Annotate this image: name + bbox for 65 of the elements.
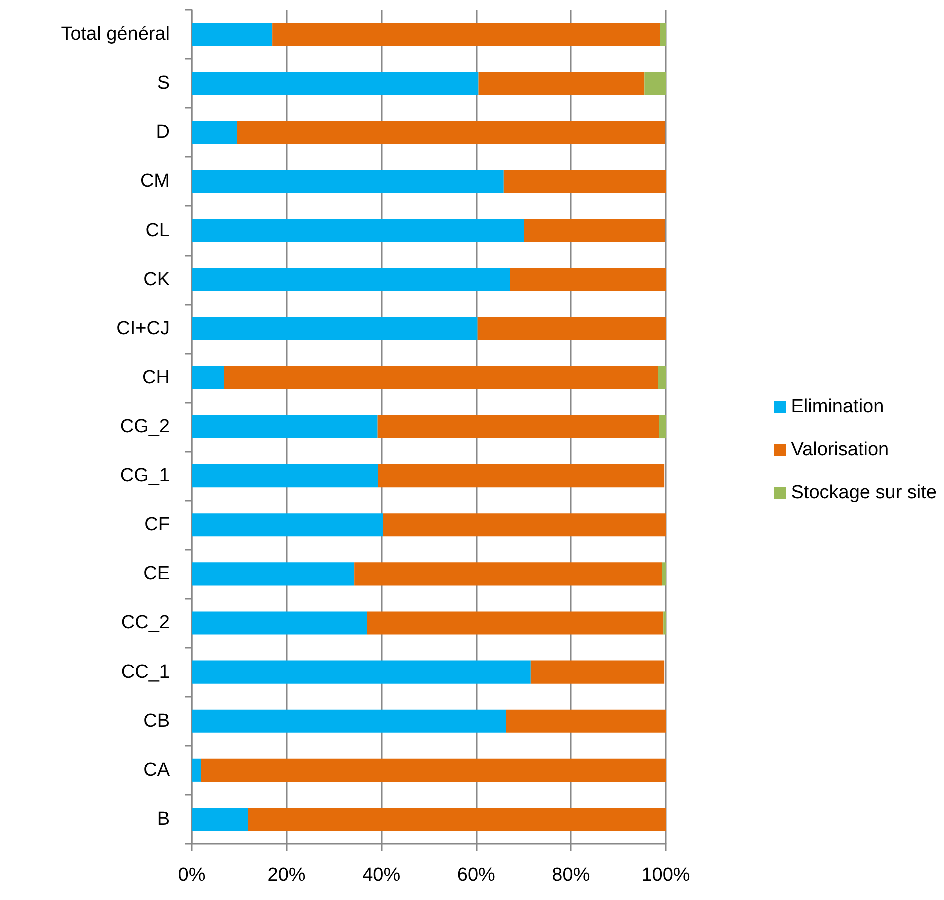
bar (662, 562, 666, 586)
y-tick-label: CI+CJ (116, 318, 170, 340)
bar (504, 170, 666, 194)
bar (192, 808, 248, 831)
bar (378, 415, 660, 439)
bar (660, 23, 666, 46)
bar (510, 268, 666, 292)
bar (658, 366, 666, 390)
bar (192, 170, 504, 194)
bar (383, 514, 666, 537)
bar (192, 562, 355, 586)
y-tick-label: D (156, 122, 170, 144)
bar (659, 415, 666, 439)
bar (192, 366, 224, 390)
y-tick-label: CH (142, 367, 170, 388)
bar (192, 219, 524, 242)
legend-label: Valorisation (791, 440, 890, 460)
x-tick-label: 100% (642, 865, 690, 886)
bar (644, 72, 666, 96)
bar (192, 758, 202, 782)
bar (378, 464, 665, 488)
bar (192, 415, 378, 439)
x-tick-label: 60% (457, 865, 496, 886)
bar (192, 660, 531, 684)
bar (354, 562, 662, 586)
x-tick-label: 40% (362, 865, 401, 886)
y-tick-label: CE (144, 564, 170, 585)
y-tick-label: CA (144, 760, 170, 781)
y-tick-label: CM (140, 171, 170, 192)
bar (506, 710, 666, 733)
bar (478, 72, 645, 96)
bar (238, 121, 666, 144)
y-tick-label: CC_2 (121, 612, 170, 634)
legend-label: Elimination (791, 396, 884, 418)
legend-label: Stockage sur site (791, 482, 938, 504)
bar (530, 660, 665, 684)
bar (192, 72, 479, 96)
y-tick-label: CL (146, 220, 170, 242)
bar (192, 612, 368, 635)
bar (272, 23, 660, 46)
x-tick-label: 80% (552, 865, 590, 886)
y-tick-label: CF (144, 514, 170, 536)
bar (524, 219, 666, 242)
bar (192, 317, 478, 340)
bar (248, 808, 666, 831)
y-tick-label: CB (144, 710, 170, 732)
bar (224, 366, 658, 390)
y-tick-label: CK (144, 269, 170, 290)
bar (192, 710, 506, 733)
y-tick-label: B (157, 808, 170, 830)
bar (192, 514, 384, 537)
y-tick-label: Total général (61, 24, 170, 46)
bar (192, 23, 273, 46)
bar (478, 317, 666, 340)
bar (367, 612, 664, 635)
bar (201, 758, 666, 782)
bar (192, 121, 238, 144)
x-tick-label: 20% (268, 865, 306, 886)
bar (192, 268, 510, 292)
x-tick-label: 0% (178, 865, 206, 886)
bar (192, 464, 378, 488)
y-tick-label: CG_2 (120, 416, 170, 438)
y-tick-label: CC_1 (121, 662, 170, 683)
y-tick-label: CG_1 (120, 466, 170, 487)
y-tick-label: S (157, 73, 170, 94)
